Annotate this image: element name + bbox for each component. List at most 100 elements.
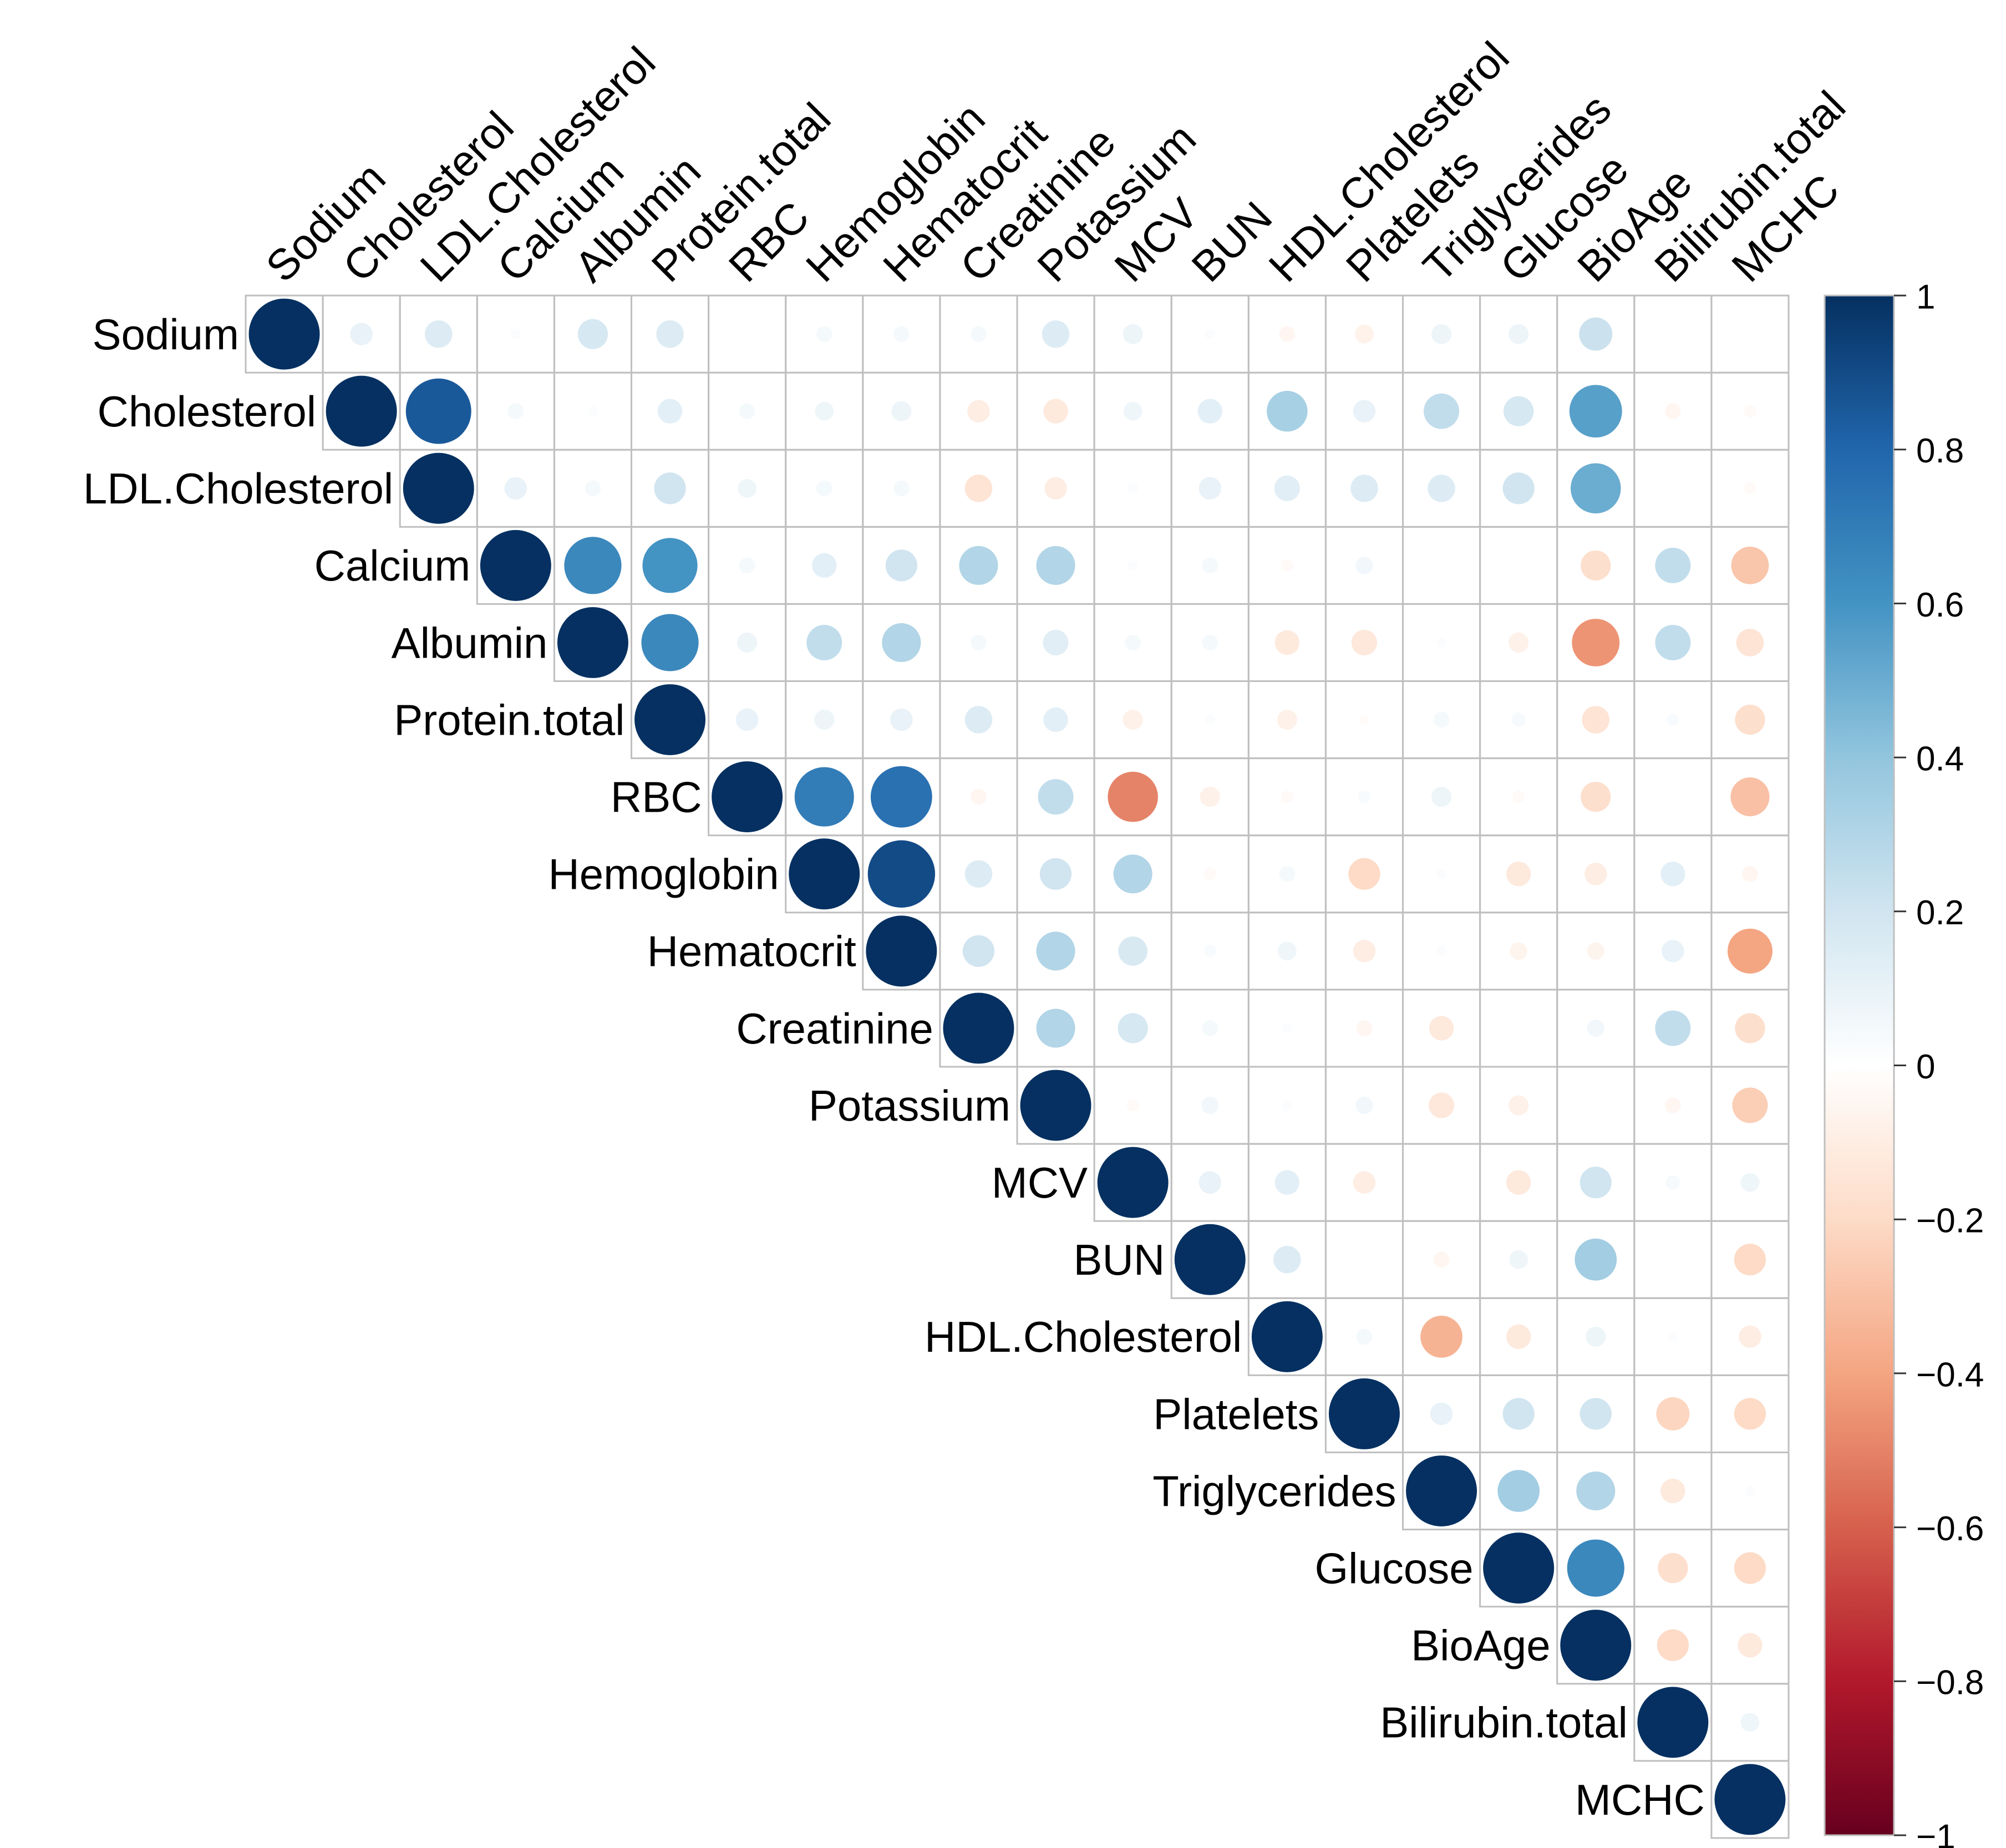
corr-circle-BUN-Glucose (1509, 1250, 1528, 1269)
corr-circle-Cholesterol-Potassium (1043, 399, 1068, 424)
corr-circle-MCV-Bilirubin.total (1665, 1175, 1680, 1190)
corr-circle-Albumin-BUN (1202, 634, 1218, 651)
corr-circle-MCV-MCV (1097, 1147, 1169, 1218)
colorbar-tick-label-2: 0.6 (1916, 586, 1964, 624)
corr-circle-RBC-Hemoglobin (794, 767, 854, 827)
corr-circle-MCV-MCHC (1740, 1173, 1760, 1192)
corr-circle-Hematocrit-Potassium (1036, 931, 1075, 971)
grid-cell-3-16 (1479, 526, 1558, 605)
corr-circle-LDL.Cholesterol-Platelets (1350, 474, 1378, 502)
corr-circle-Hematocrit-Bilirubin.total (1662, 940, 1684, 963)
corr-circle-Glucose-Glucose (1483, 1533, 1555, 1604)
row-label-BUN: BUN (1074, 1235, 1165, 1284)
corr-circle-Cholesterol-Hemoglobin (815, 401, 834, 421)
correlation-circles (248, 298, 1786, 1835)
corr-circle-Triglycerides-MCHC (1745, 1486, 1755, 1496)
row-label-MCHC: MCHC (1575, 1775, 1705, 1824)
grid-lines (245, 294, 1790, 1839)
corr-circle-Cholesterol-MCHC (1744, 405, 1756, 418)
corr-circle-BUN-MCHC (1734, 1244, 1766, 1276)
corr-circle-Sodium-BioAge (1579, 317, 1613, 351)
corr-circle-Sodium-BUN (1205, 329, 1215, 339)
corr-circle-LDL.Cholesterol-BUN (1198, 477, 1221, 500)
row-label-Platelets: Platelets (1153, 1389, 1319, 1438)
corr-circle-Albumin-Bilirubin.total (1655, 624, 1691, 660)
corr-circle-Calcium-MCHC (1731, 546, 1769, 584)
row-labels: Sodium Cholesterol LDL.Cholesterol Calcium A… (83, 310, 1705, 1824)
corr-circle-Platelets-Glucose (1502, 1398, 1535, 1430)
corr-circle-Albumin-Hemoglobin (806, 624, 842, 660)
corr-circle-Cholesterol-Triglycerides (1424, 393, 1460, 429)
grid-cell-9-16 (1479, 989, 1558, 1068)
row-label-Potassium: Potassium (809, 1081, 1010, 1130)
corr-circle-HDL.Cholesterol-Triglycerides (1420, 1315, 1462, 1358)
colorbar-tick-label-1: 0.8 (1916, 432, 1964, 470)
corr-circle-RBC-RBC (712, 761, 783, 833)
colorbar-tick-label-8: −0.6 (1916, 1510, 1984, 1548)
corr-circle-Sodium-Cholesterol (350, 323, 373, 345)
corr-circle-LDL.Cholesterol-Creatinine (964, 474, 993, 502)
colorbar-tick-label-4: 0.2 (1916, 894, 1964, 932)
corr-circle-Platelets-Triglycerides (1430, 1402, 1453, 1426)
corr-circle-Hemoglobin-MCV (1113, 854, 1152, 894)
corr-circle-Glucose-MCHC (1734, 1552, 1766, 1584)
corr-circle-Calcium-Potassium (1036, 546, 1075, 585)
corr-circle-RBC-Platelets (1358, 791, 1371, 803)
corr-circle-Protein.total-BioAge (1582, 706, 1610, 734)
corr-circle-Protein.total-BUN (1205, 715, 1215, 725)
corr-circle-Potassium-Platelets (1355, 1096, 1373, 1114)
corr-circle-Creatinine-MCV (1118, 1013, 1148, 1043)
corr-circle-Sodium-Calcium (510, 329, 521, 339)
corr-circle-Cholesterol-Glucose (1504, 396, 1534, 426)
corr-circle-Protein.total-Glucose (1511, 712, 1526, 727)
row-label-Cholesterol: Cholesterol (98, 387, 317, 436)
corr-circle-RBC-HDL.Cholesterol (1281, 791, 1293, 803)
corr-circle-Creatinine-BioAge (1587, 1019, 1604, 1037)
corr-circle-HDL.Cholesterol-BioAge (1586, 1326, 1606, 1347)
row-label-BioAge: BioAge (1411, 1621, 1551, 1670)
corr-circle-MCV-Platelets (1353, 1171, 1376, 1194)
colorbar-ticks: 1 0.8 0.6 0.4 0.2 0 −0.2 −0.4 −0.6 −0.8 −1 (1894, 278, 1984, 1848)
grid-cell-19-19 (1710, 1760, 1790, 1839)
colorbar-tick-label-6: −0.2 (1916, 1202, 1984, 1240)
corr-circle-Sodium-HDL.Cholesterol (1279, 326, 1296, 342)
corr-circle-Calcium-Hematocrit (885, 549, 917, 582)
row-label-Albumin: Albumin (392, 618, 548, 667)
corr-circle-Sodium-Triglycerides (1431, 324, 1452, 344)
corr-circle-Albumin-Potassium (1043, 629, 1069, 656)
corr-circle-Calcium-Creatinine (959, 546, 998, 585)
corr-circle-Protein.total-Triglycerides (1433, 711, 1450, 728)
corr-circle-RBC-Triglycerides (1431, 787, 1452, 807)
corr-circle-Potassium-BUN (1201, 1096, 1219, 1114)
corr-circle-LDL.Cholesterol-BioAge (1571, 463, 1621, 513)
corr-circle-Calcium-MCV (1128, 560, 1138, 571)
corr-circle-Albumin-Protein.total (641, 614, 699, 671)
corr-circle-HDL.Cholesterol-Bilirubin.total (1668, 1331, 1678, 1342)
corr-circle-Hemoglobin-BioAge (1585, 863, 1607, 885)
corr-circle-Calcium-Bilirubin.total (1655, 547, 1691, 583)
corr-circle-HDL.Cholesterol-Glucose (1506, 1324, 1531, 1350)
corr-circle-Creatinine-Creatinine (943, 992, 1014, 1064)
grid-cell-12-18 (1633, 1220, 1713, 1299)
corr-circle-Protein.total-Hematocrit (890, 708, 913, 731)
corr-circle-Protein.total-Potassium (1043, 707, 1068, 732)
grid-cell-0-6 (708, 294, 787, 374)
corr-circle-Hematocrit-BUN (1203, 945, 1216, 958)
corr-circle-Albumin-MCHC (1736, 629, 1764, 656)
grid-cell-2-18 (1633, 449, 1713, 528)
corr-circle-Protein.total-Platelets (1359, 715, 1369, 725)
corr-circle-Platelets-Platelets (1328, 1378, 1400, 1449)
row-label-Bilirubin.total: Bilirubin.total (1380, 1698, 1628, 1747)
corr-circle-Cholesterol-Calcium (507, 403, 524, 419)
grid-cell-0-19 (1710, 294, 1790, 374)
corr-circle-Cholesterol-BUN (1197, 399, 1222, 424)
corr-circle-Creatinine-MCHC (1735, 1013, 1765, 1043)
corr-circle-Triglycerides-Glucose (1497, 1470, 1540, 1512)
corr-circle-Albumin-Glucose (1509, 632, 1529, 653)
corr-circle-LDL.Cholesterol-Glucose (1502, 472, 1535, 505)
corr-circle-Sodium-Hematocrit (893, 326, 910, 342)
colorbar-tick-label-3: 0.4 (1916, 740, 1964, 778)
corr-circle-Albumin-Hematocrit (882, 623, 921, 662)
corr-circle-MCV-BUN (1198, 1171, 1221, 1194)
corr-circle-Hematocrit-Glucose (1510, 942, 1527, 960)
